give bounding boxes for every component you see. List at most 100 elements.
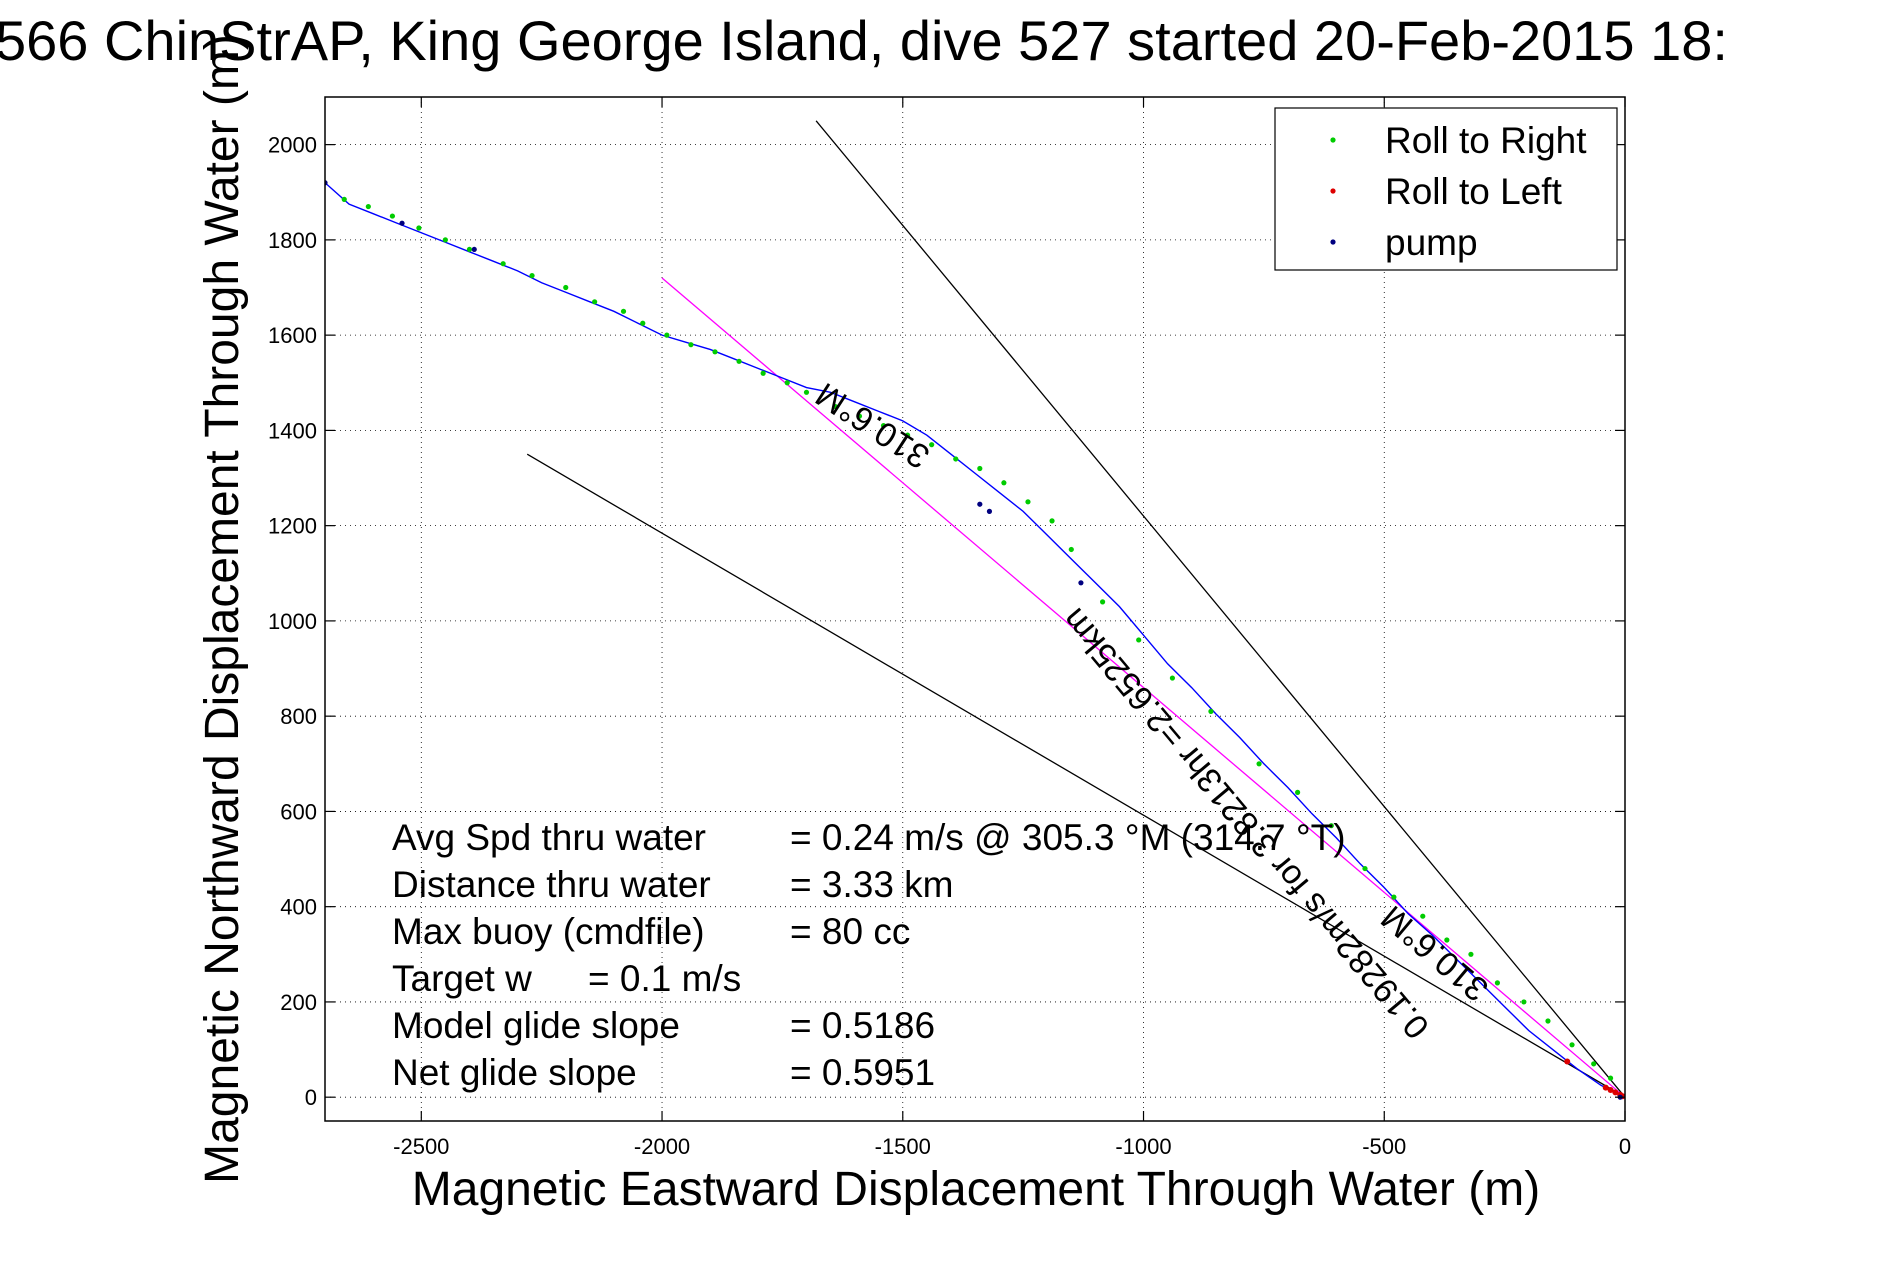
stat-value: = 3.33 km	[790, 864, 954, 905]
x-tick-label: -1000	[1115, 1134, 1171, 1159]
stat-value: = 0.24 m/s @ 305.3 °M (314.7 °T)	[790, 817, 1346, 858]
roll-right-point	[1001, 480, 1007, 486]
roll-left-point	[1564, 1058, 1571, 1065]
stat-label: Model glide slope	[392, 1005, 680, 1046]
roll-right-point	[416, 225, 422, 231]
roll-right-point	[1049, 518, 1055, 524]
legend-label: pump	[1385, 222, 1478, 263]
y-tick-label: 800	[280, 704, 317, 729]
roll-right-point	[341, 196, 347, 202]
roll-right-point	[620, 308, 627, 314]
y-tick-label: 200	[280, 990, 317, 1015]
roll-left-point	[1602, 1084, 1609, 1091]
roll-right-point	[365, 203, 371, 210]
path-annotation: 310.6°M	[809, 375, 936, 476]
y-tick-label: 1800	[268, 228, 317, 253]
roll-right-point	[784, 380, 790, 386]
pump-point	[977, 501, 983, 507]
x-tick-label: -2500	[393, 1134, 449, 1159]
roll-right-point	[880, 423, 887, 429]
x-axis-label: Magnetic Eastward Displacement Through W…	[412, 1163, 1540, 1216]
legend-swatch	[1330, 239, 1336, 245]
roll-right-point	[389, 213, 396, 219]
y-tick-label: 400	[280, 895, 317, 920]
pump-point	[399, 220, 405, 226]
legend-label: Roll to Left	[1385, 171, 1563, 212]
roll-right-point	[1362, 865, 1368, 872]
roll-right-point	[712, 349, 718, 355]
stat-label: Avg Spd thru water	[392, 817, 706, 858]
roll-right-point	[1328, 823, 1334, 829]
roll-right-point	[1545, 1018, 1551, 1024]
model-track-line	[661, 277, 1625, 1098]
marker-series	[325, 180, 1625, 1100]
roll-right-point	[1569, 1042, 1575, 1048]
roll-left-point	[1612, 1089, 1619, 1096]
legend-swatch	[1330, 188, 1336, 194]
roll-right-point	[1208, 708, 1214, 715]
roll-right-point	[760, 370, 766, 376]
pump-point	[1078, 580, 1084, 586]
y-tick-label: 1600	[268, 323, 317, 348]
stat-label: Max buoy (cmdfile)	[392, 911, 705, 952]
roll-left-point	[1607, 1087, 1614, 1094]
stat-value: = 0.5186	[790, 1005, 935, 1046]
track-series	[325, 182, 1625, 1098]
roll-right-point	[1294, 789, 1301, 795]
roll-right-point	[1591, 1061, 1597, 1067]
guide-lines	[526, 120, 1625, 1098]
y-tick-label: 2000	[268, 133, 317, 158]
stat-value: = 80 cc	[790, 911, 910, 952]
roll-right-point	[856, 413, 863, 419]
roll-right-point	[904, 432, 911, 438]
roll-right-point	[466, 246, 473, 253]
stat-label: Target w	[392, 958, 532, 999]
legend-label: Roll to Right	[1385, 120, 1587, 161]
lower-heading-line	[526, 453, 1625, 1098]
roll-right-point	[1494, 980, 1501, 986]
pump-point	[986, 508, 993, 514]
stat-label: Distance thru water	[392, 864, 711, 905]
stat-value: = 0.5951	[790, 1052, 935, 1093]
roll-right-point	[1420, 913, 1426, 919]
legend-swatch	[1330, 137, 1336, 143]
roll-right-point	[592, 299, 598, 305]
roll-right-point	[1169, 675, 1176, 681]
pump-point	[471, 246, 477, 253]
roll-right-point	[1025, 499, 1031, 505]
roll-right-point	[832, 403, 838, 410]
y-tick-label: 0	[305, 1085, 317, 1110]
plot-frame	[324, 96, 1626, 1122]
roll-right-point	[1099, 599, 1106, 605]
roll-right-point	[529, 273, 535, 279]
y-tick-label: 1000	[268, 609, 317, 634]
roll-right-point	[1068, 546, 1074, 553]
roll-right-point	[1391, 894, 1397, 900]
upper-heading-line	[815, 120, 1625, 1098]
roll-right-point	[1468, 951, 1474, 957]
roll-right-point	[929, 442, 935, 448]
roll-right-point	[1607, 1075, 1614, 1081]
roll-right-point	[563, 284, 569, 291]
dive-track-line	[325, 182, 1625, 1098]
x-tick-label: -500	[1362, 1134, 1406, 1159]
x-tick-label: 0	[1619, 1134, 1631, 1159]
stat-label: Net glide slope	[392, 1052, 637, 1093]
x-axis-ticks: -2500 -2000 -1500 -1000 -500 0	[393, 97, 1631, 1159]
annotations: 310.6°M0.19282m/s for 3.8213hr =2.6525km…	[809, 375, 1496, 1046]
grid-lines	[325, 97, 1626, 1121]
y-tick-label: 1400	[268, 418, 317, 443]
y-tick-label: 1200	[268, 514, 317, 539]
roll-right-point	[1256, 761, 1262, 767]
y-axis-ticks: 0 200 400 600 800 1000 1200 1400 1600 1800 2000	[268, 133, 1625, 1110]
roll-right-point	[953, 456, 959, 462]
y-tick-label: 600	[280, 799, 317, 824]
stats-block: Avg Spd thru water = 0.24 m/s @ 305.3 °M …	[392, 817, 1346, 1093]
roll-right-point	[664, 332, 670, 338]
roll-right-point	[442, 237, 448, 243]
x-tick-label: -1500	[875, 1134, 931, 1159]
roll-right-point	[688, 342, 694, 348]
legend: Roll to Right Roll to Left pump	[1274, 107, 1618, 271]
roll-right-point	[1444, 937, 1450, 943]
